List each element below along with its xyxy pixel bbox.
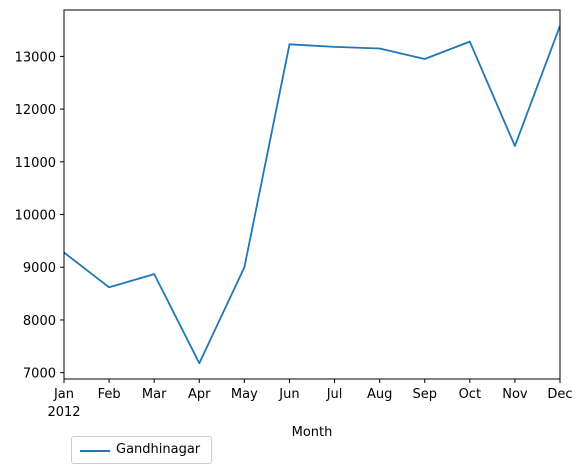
legend-label-gandhinagar: Gandhinagar <box>116 442 201 457</box>
y-tick-label-8000: 8000 <box>23 314 56 329</box>
x-tick-label-nov: Nov <box>502 387 528 402</box>
y-tick-label-12000: 12000 <box>15 103 56 118</box>
x-tick-label-feb: Feb <box>98 387 121 402</box>
series-layer <box>63 25 561 365</box>
x-axis-ticks: Jan Feb Mar Apr May Jun Jul Aug Sep Oct Nov Dec <box>53 379 573 402</box>
x-tick-label-may: May <box>231 387 258 402</box>
y-tick-label-7000: 7000 <box>23 367 56 382</box>
legend-swatch-gandhinagar <box>80 450 110 452</box>
legend: Gandhinagar <box>71 436 212 464</box>
y-tick-label-9000: 9000 <box>23 261 56 276</box>
x-axis-label: Month <box>292 425 333 440</box>
y-tick-label-13000: 13000 <box>15 50 56 65</box>
plot-area-frame <box>63 9 561 380</box>
series-line-gandhinagar <box>63 25 561 365</box>
x-tick-label-mar: Mar <box>142 387 167 402</box>
y-axis-ticks: 7000 8000 9000 10000 11000 12000 13000 <box>15 50 64 382</box>
y-tick-label-11000: 11000 <box>15 156 56 171</box>
x-tick-label-sep: Sep <box>412 387 437 402</box>
x-axis-year-label: 2012 <box>47 405 80 420</box>
y-tick-label-10000: 10000 <box>15 209 56 224</box>
x-tick-label-oct: Oct <box>459 387 481 402</box>
x-tick-label-jan: Jan <box>53 387 74 402</box>
x-tick-label-aug: Aug <box>367 387 392 402</box>
x-tick-label-apr: Apr <box>188 387 211 402</box>
x-tick-label-jul: Jul <box>326 387 343 402</box>
x-tick-label-dec: Dec <box>547 387 572 402</box>
x-tick-label-jun: Jun <box>278 387 299 402</box>
